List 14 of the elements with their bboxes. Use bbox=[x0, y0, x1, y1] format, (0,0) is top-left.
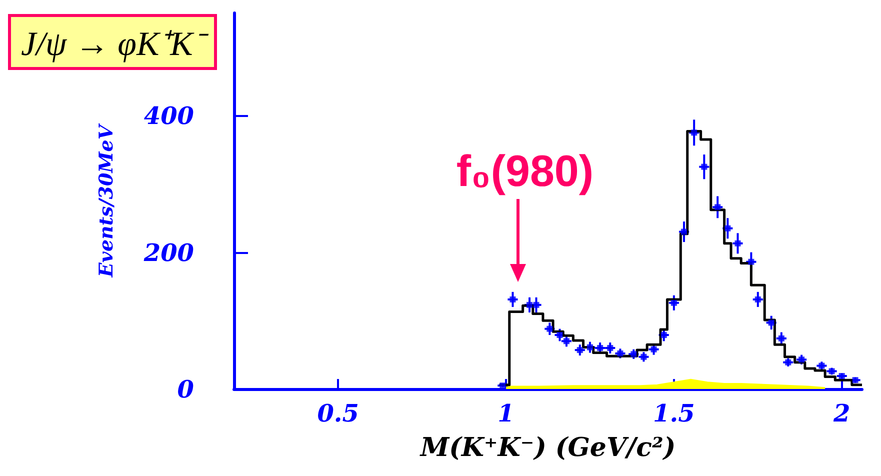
chart-title: J/ψ → φK⁺K⁻ bbox=[8, 14, 217, 70]
point bbox=[681, 228, 688, 235]
y-tick-label: 0 bbox=[177, 374, 194, 404]
x-tick-label: 1.5 bbox=[653, 398, 695, 428]
x-axis-title: M(K⁺K⁻) (GeV/c²) bbox=[419, 433, 676, 463]
y-tick-label: 400 bbox=[144, 101, 194, 130]
y-tick-label: 200 bbox=[142, 238, 194, 267]
y-axis-title: Events/30MeV bbox=[96, 122, 118, 278]
point bbox=[660, 332, 667, 338]
point bbox=[586, 344, 593, 350]
x-tick-label: 0.5 bbox=[317, 398, 359, 428]
annotation: f₀(980) bbox=[456, 147, 594, 197]
x-tick-label: 1 bbox=[498, 398, 514, 428]
x-tick-label: 2 bbox=[832, 398, 850, 428]
